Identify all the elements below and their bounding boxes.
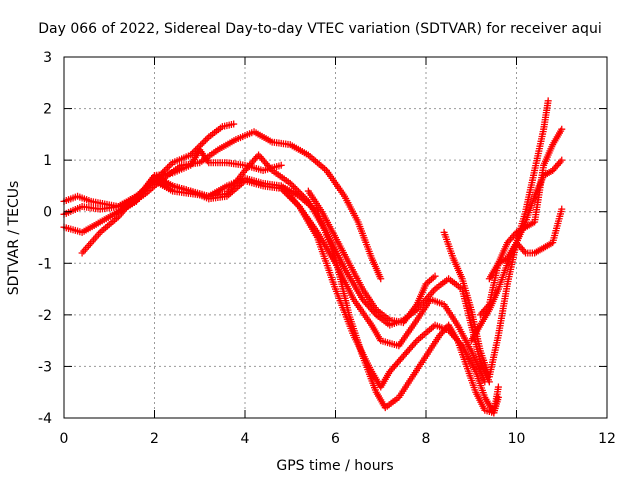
data-point <box>286 179 294 187</box>
x-tick-label: 2 <box>150 431 159 447</box>
data-marker <box>290 183 298 191</box>
x-tick-label: 8 <box>422 431 431 447</box>
data-series-12 <box>476 97 552 319</box>
y-tick-label: 2 <box>43 102 52 118</box>
y-tick-label: 1 <box>43 153 52 169</box>
y-tick-label: -1 <box>38 256 52 272</box>
chart-title: Day 066 of 2022, Sidereal Day-to-day VTE… <box>38 21 601 37</box>
data-series-8 <box>304 187 439 327</box>
data-marker <box>288 181 296 189</box>
data-point <box>494 393 502 401</box>
data-marker <box>164 164 172 172</box>
data-point <box>277 161 285 169</box>
y-tick-label: -3 <box>38 359 52 375</box>
x-tick-label: 6 <box>331 431 340 447</box>
y-tick-label: 0 <box>43 205 52 221</box>
x-tick-label: 12 <box>598 431 616 447</box>
x-axis-label: GPS time / hours <box>276 458 393 474</box>
data-series-4 <box>60 172 502 417</box>
data-point <box>558 205 566 213</box>
y-axis-label: SDTVAR / TECUs <box>6 181 22 296</box>
data-point <box>544 97 552 105</box>
data-point <box>558 156 566 164</box>
data-marker <box>203 135 211 143</box>
data-marker <box>202 136 210 144</box>
data-point <box>431 272 439 280</box>
data-point <box>230 120 238 128</box>
data-marker <box>197 141 205 149</box>
data-marker <box>167 160 175 168</box>
data-marker <box>165 162 173 170</box>
data-point <box>494 383 502 391</box>
x-tick-label: 0 <box>60 431 69 447</box>
y-tick-label: -2 <box>38 308 52 324</box>
y-tick-label: 3 <box>43 50 52 66</box>
data-marker <box>198 139 206 147</box>
data-point <box>558 125 566 133</box>
data-series-7 <box>277 182 502 417</box>
data-layer <box>60 97 566 417</box>
x-tick-label: 4 <box>241 431 250 447</box>
data-series-1 <box>78 120 238 257</box>
x-tick-label: 10 <box>508 431 526 447</box>
data-marker <box>200 138 208 146</box>
data-marker <box>160 167 168 175</box>
data-point <box>377 275 385 283</box>
y-tick-label: -4 <box>38 411 52 427</box>
